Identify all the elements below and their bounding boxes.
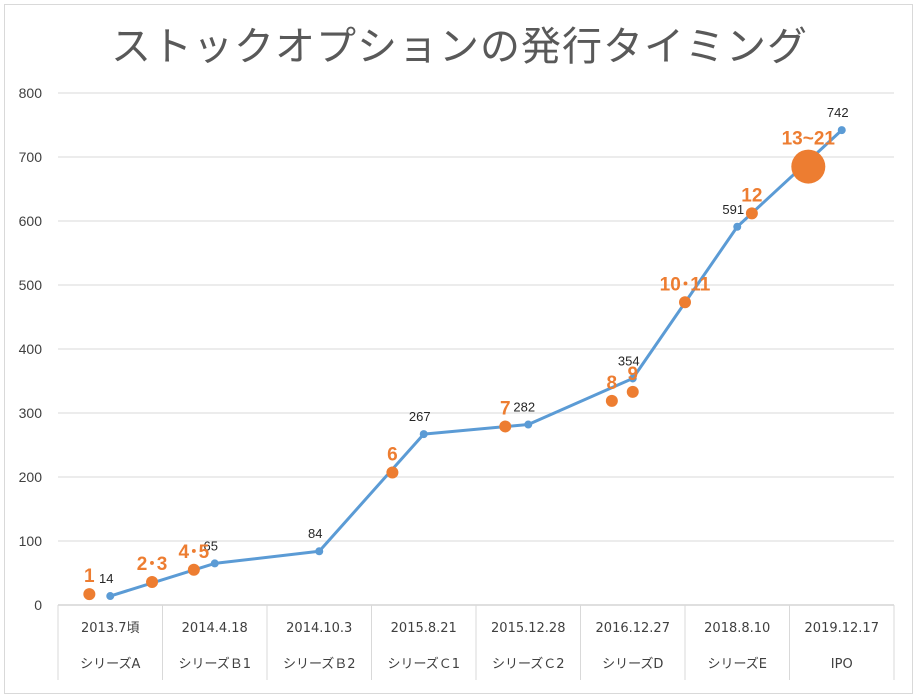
grant-marker-label: 12 — [741, 185, 762, 206]
grant-marker — [745, 207, 758, 220]
category-date-label: 2015.12.28 — [491, 621, 565, 636]
grant-marker-label: 6 — [387, 445, 398, 466]
category-round-label: シリーズＣ2 — [492, 656, 565, 672]
category-date-label: 2014.4.18 — [182, 621, 248, 636]
data-label: 267 — [409, 409, 431, 424]
grant-marker — [146, 575, 159, 588]
y-tick-label: 100 — [19, 533, 43, 549]
data-label: 282 — [513, 400, 535, 415]
data-point — [628, 374, 637, 383]
category-round-label: シリーズＣ1 — [387, 656, 460, 672]
data-point — [733, 222, 742, 231]
y-tick-label: 600 — [19, 213, 43, 229]
chart-title: ストックオプションの発行タイミング — [111, 24, 808, 70]
category-round-label: シリーズＢ1 — [178, 656, 251, 672]
grant-marker — [605, 394, 618, 407]
grant-marker — [679, 296, 691, 309]
category-round-label: シリーズE — [707, 656, 767, 672]
category-date-label: 2019.12.17 — [805, 621, 879, 636]
y-tick-label: 300 — [19, 405, 43, 421]
grant-marker-label: 9 — [627, 364, 638, 385]
y-tick-label: 200 — [19, 469, 43, 485]
data-label: 84 — [308, 526, 322, 541]
category-round-label: シリーズD — [602, 656, 663, 672]
grant-marker-label: 2･3 — [137, 554, 168, 575]
data-point — [210, 559, 219, 568]
grant-marker — [386, 466, 399, 479]
y-tick-label: 400 — [19, 341, 43, 357]
data-point — [837, 126, 846, 135]
grant-marker — [83, 588, 96, 601]
grant-marker-label: 10･11 — [660, 274, 711, 295]
data-label: 65 — [204, 538, 218, 553]
data-label: 354 — [618, 353, 640, 368]
data-label: 14 — [99, 571, 113, 586]
series-line — [109, 129, 843, 598]
data-label: 742 — [827, 105, 849, 120]
grant-marker-label: 8 — [607, 373, 618, 394]
y-tick-label: 800 — [19, 85, 43, 101]
category-date-label: 2016.12.27 — [596, 621, 670, 636]
category-round-label: シリーズＢ2 — [283, 656, 356, 672]
data-point — [524, 420, 533, 429]
y-tick-label: 700 — [19, 149, 43, 165]
category-round-label: IPO — [831, 657, 853, 672]
grant-marker — [187, 563, 200, 576]
category-date-label: 2015.8.21 — [391, 621, 457, 636]
grant-marker-label: 13~21 — [782, 129, 836, 150]
grant-marker-label: 1 — [84, 566, 95, 587]
data-point — [106, 592, 115, 601]
category-round-label: シリーズA — [80, 656, 140, 672]
category-date-label: 2014.10.3 — [286, 621, 352, 636]
data-point — [315, 547, 324, 556]
grant-marker-label: 7 — [500, 398, 511, 419]
category-date-label: 2013.7頃 — [81, 621, 140, 636]
data-label: 591 — [722, 202, 744, 217]
category-date-label: 2018.8.10 — [704, 621, 770, 636]
grant-marker — [791, 149, 826, 184]
data-point — [419, 430, 428, 439]
grant-marker — [499, 420, 512, 433]
grant-marker-label: 4･5 — [179, 542, 210, 563]
y-tick-label: 0 — [34, 597, 42, 613]
grant-marker — [626, 385, 639, 398]
y-tick-label: 500 — [19, 277, 43, 293]
